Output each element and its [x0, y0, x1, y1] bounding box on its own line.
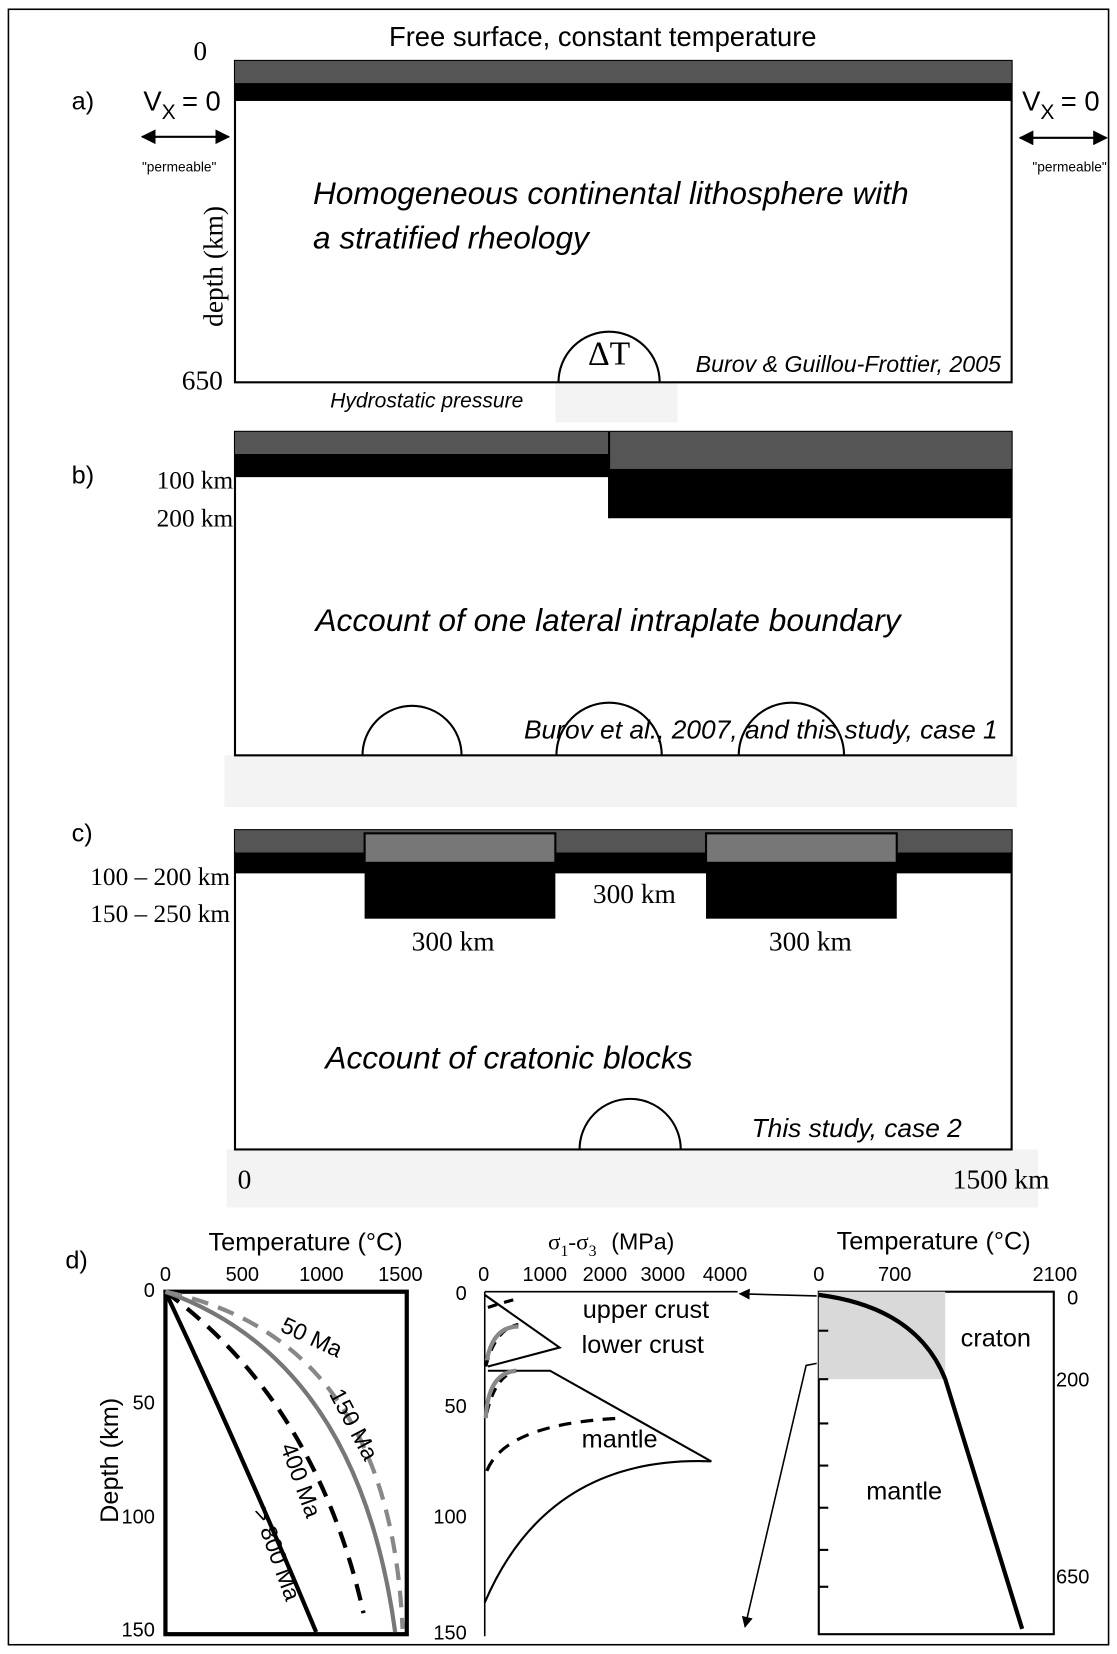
x-tick-label: 1000	[523, 1264, 568, 1286]
x-tick-label: 4000	[703, 1264, 748, 1286]
chart-title: σ1-σ3 (MPa)	[548, 1229, 674, 1260]
title-sub: 1	[561, 1243, 569, 1260]
x-tick-label: 0	[478, 1264, 489, 1286]
permeable-left: "permeable"	[142, 160, 217, 175]
citation: This study, case 2	[752, 1113, 963, 1143]
width-label: 300 km	[769, 926, 852, 956]
panel-d: d) Temperature (°C) 0 500 1000 150005010015…	[65, 1228, 1089, 1645]
x-tick-label: 2100	[1033, 1264, 1078, 1286]
x-tick-label: 3000	[641, 1264, 686, 1286]
width-label: 300 km	[593, 879, 676, 909]
y-tick-label: 0	[1067, 1287, 1078, 1309]
x-tick-label: 0	[813, 1264, 824, 1286]
zone-label: mantle	[866, 1477, 942, 1505]
bc-sub: X	[1040, 101, 1054, 124]
bc-eq: = 0	[1061, 85, 1100, 116]
y-tick-label: 650	[1056, 1567, 1089, 1589]
x-tick-label: 2000	[583, 1264, 628, 1286]
y-tick-label: 150	[433, 1622, 466, 1644]
description: Account of one lateral intraplate bounda…	[313, 602, 902, 638]
y-tick-label: 100	[433, 1507, 466, 1529]
title-unit: (MPa)	[611, 1229, 674, 1255]
panel-label: c)	[72, 820, 93, 848]
description: a stratified rheology	[313, 219, 591, 255]
bc-sub: X	[162, 101, 176, 124]
title-part: -σ	[568, 1230, 589, 1256]
bc-v: V	[143, 85, 162, 116]
depth-label: 200 km	[157, 505, 234, 533]
description: Account of cratonic blocks	[323, 1039, 692, 1075]
zone-label: craton	[961, 1325, 1031, 1353]
description: Homogeneous continental lithosphere with	[313, 175, 909, 211]
permeable-right: "permeable"	[1032, 160, 1107, 175]
y-tick-label: 200	[1056, 1370, 1089, 1392]
y-tick-label: 50	[133, 1393, 155, 1415]
layer-label: mantle	[582, 1426, 658, 1454]
depth-label: 100 km	[157, 467, 234, 495]
chart-title: Temperature (°C)	[209, 1229, 403, 1257]
panel-label: d)	[65, 1247, 87, 1275]
depth-label: 100 – 200 km	[90, 863, 230, 891]
bottom-bc: Hydrostatic pressure	[330, 390, 523, 413]
x-end: 1500 km	[953, 1164, 1050, 1194]
y-axis-label: Depth (km)	[96, 1398, 124, 1523]
y-tick-label: 0	[456, 1283, 467, 1305]
frame	[7, 8, 1110, 1646]
x-tick-label: 500	[226, 1264, 259, 1286]
panel-a: a) Free surface, constant temperature 0 …	[72, 21, 1108, 423]
title-part: σ	[548, 1230, 561, 1256]
panel-b: b) 100 km 200 km Account of one lateral …	[72, 430, 1017, 807]
x-tick-label: 1500	[378, 1264, 423, 1286]
width-label: 300 km	[412, 926, 495, 956]
y-tick-label: 100	[121, 1507, 154, 1529]
surface-label: Free surface, constant temperature	[389, 21, 817, 52]
x-start: 0	[238, 1164, 252, 1194]
bc-right: VX = 0	[1022, 85, 1099, 123]
depth-top: 0	[193, 36, 207, 66]
depth-axis: depth (km)	[198, 206, 228, 327]
citation: Burov & Guillou-Frottier, 2005	[696, 351, 1001, 377]
citation: Burov et al., 2007, and this study, case…	[524, 714, 998, 744]
depth-label: 150 – 250 km	[90, 900, 230, 928]
x-tick-label: 700	[878, 1264, 911, 1286]
panel-label: a)	[72, 87, 94, 115]
layer-label: lower crust	[582, 1331, 704, 1359]
depth-bottom: 650	[182, 366, 223, 396]
y-tick-label: 150	[121, 1619, 154, 1641]
panel-c: c) 100 – 200 km 150 – 250 km 300 km 300 …	[72, 820, 1050, 1208]
title-sub: 3	[589, 1243, 597, 1260]
layer-label: upper crust	[583, 1296, 709, 1324]
y-tick-label: 0	[144, 1280, 155, 1302]
bc-left: VX = 0	[143, 85, 220, 123]
x-tick-label: 1000	[299, 1264, 344, 1286]
delta-t: ΔT	[588, 335, 631, 372]
x-tick-label: 0	[160, 1264, 171, 1286]
chart-title: Temperature (°C)	[837, 1228, 1031, 1256]
y-tick-label: 50	[445, 1396, 467, 1418]
bc-eq: = 0	[182, 85, 221, 116]
panel-label: b)	[72, 461, 94, 489]
bc-v: V	[1022, 85, 1041, 116]
